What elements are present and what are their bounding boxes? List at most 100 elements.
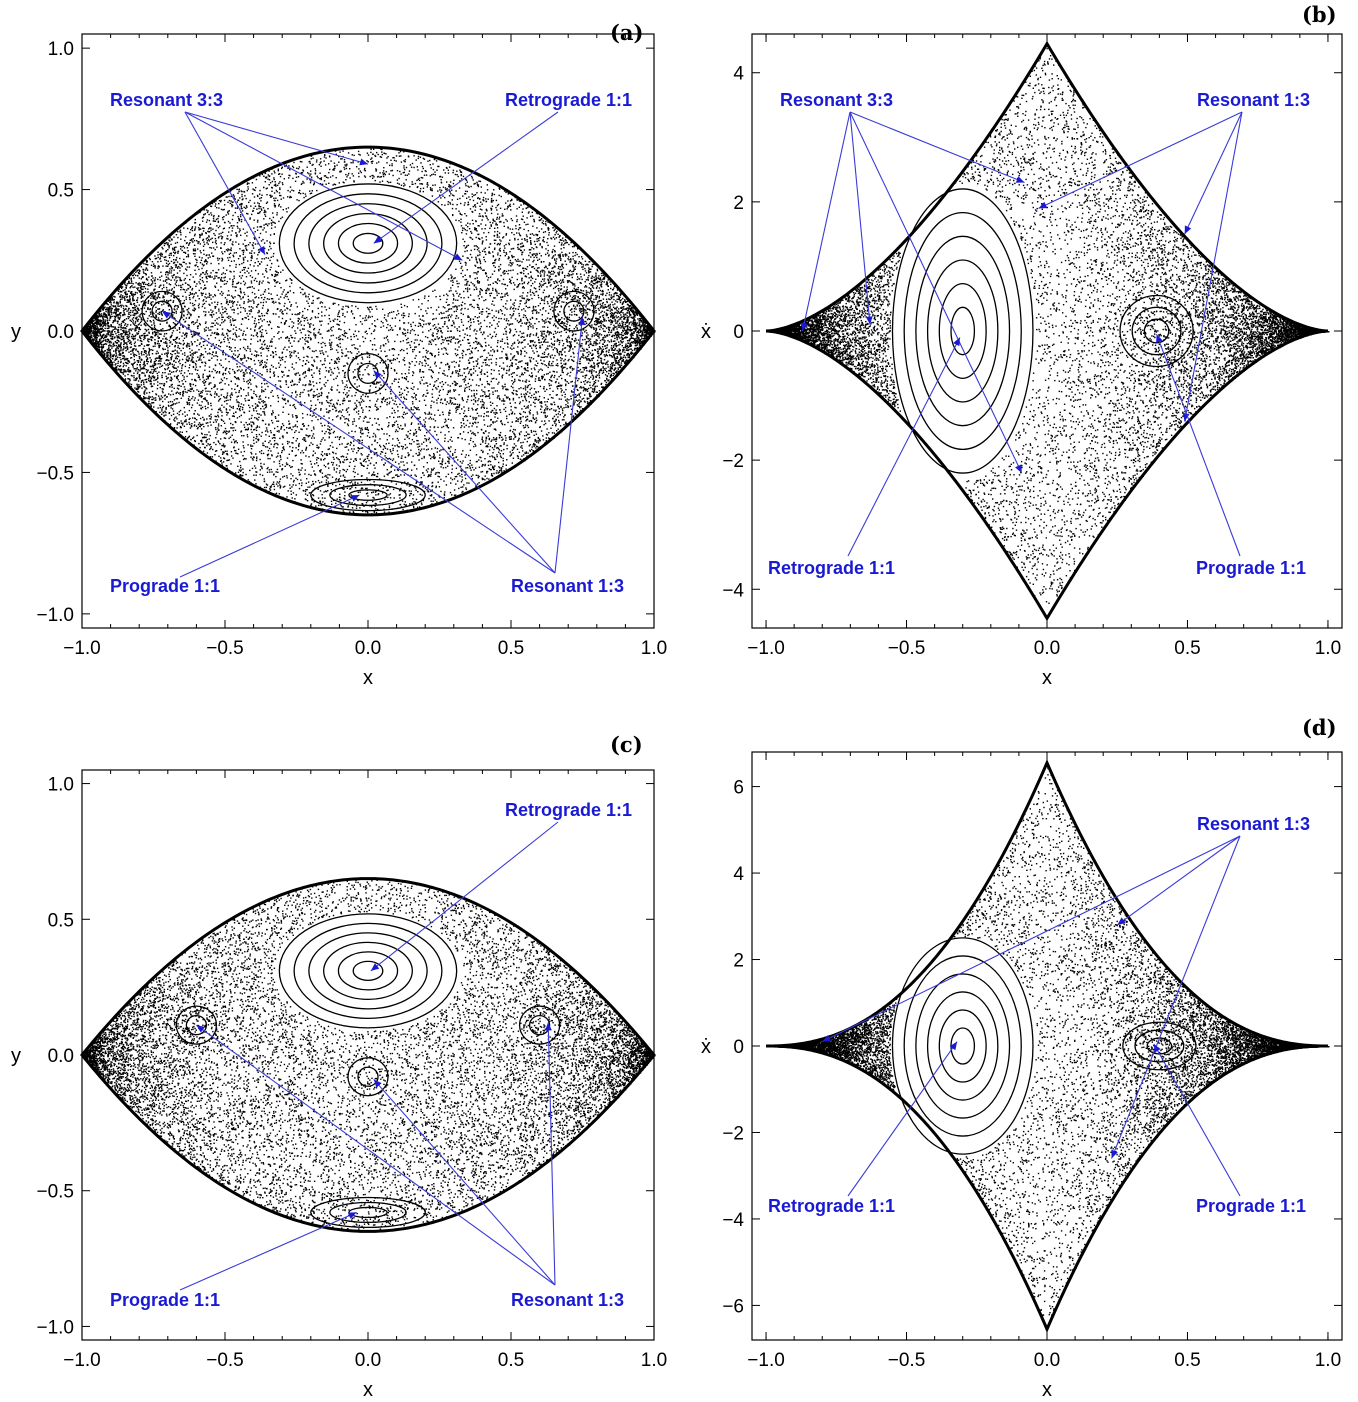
invariant-curve <box>337 951 399 991</box>
y-tick-label: −4 <box>722 1210 744 1231</box>
invariant-curve <box>348 489 388 501</box>
panel-label: (a) <box>610 20 643 45</box>
annotation-arrow <box>184 111 369 165</box>
arrow-head <box>453 253 463 261</box>
tick-marks <box>752 34 1342 628</box>
y-tick-label: 0.0 <box>48 322 74 343</box>
annotation-resonant-1-3: Resonant 1:3 <box>196 1022 624 1310</box>
y-tick-label: 2 <box>733 951 744 972</box>
invariant-curve <box>329 484 407 507</box>
annotation-arrow <box>821 835 1241 1043</box>
x-tick-label: −1.0 <box>747 1350 785 1371</box>
annotation-arrow <box>184 111 463 261</box>
invariant-curve <box>903 955 1022 1137</box>
invariant-curve <box>329 1201 407 1224</box>
annotation-arrow <box>1184 111 1243 235</box>
annotation-arrow <box>179 1211 357 1291</box>
annotation-label: Resonant 1:3 <box>511 1290 624 1310</box>
tick-marks <box>752 752 1342 1340</box>
annotation-retrograde-1-1: Retrograde 1:1 <box>370 800 632 972</box>
annotation-label: Retrograde 1:1 <box>505 90 632 110</box>
arrow-head <box>1117 917 1126 925</box>
arrow-head <box>1153 1043 1161 1053</box>
island-resonant-1-3 <box>553 290 595 332</box>
x-axis-label: x <box>1042 667 1052 689</box>
arrow-head <box>350 495 360 502</box>
annotation-label: Resonant 3:3 <box>110 90 223 110</box>
annotation-prograde-1-1: Prograde 1:1 <box>110 494 360 596</box>
annotation-arrow <box>1111 835 1241 1159</box>
boundary-curve <box>80 145 656 517</box>
annotation-resonant-3-3: Resonant 3:3 <box>780 90 1025 474</box>
island-resonant-1-3 <box>141 290 183 332</box>
island-resonant-1-3 <box>347 1057 389 1097</box>
x-tick-label: 0.0 <box>355 1350 381 1371</box>
annotation-resonant-1-3: Resonant 1:3 <box>161 310 624 596</box>
arrow-head <box>1182 412 1190 422</box>
chaotic-sea-points <box>766 765 1330 1322</box>
arrow-head <box>359 158 368 166</box>
y-tick-label: −0.5 <box>36 1182 74 1203</box>
island-retrograde-1-1 <box>891 937 1034 1155</box>
annotation-label: Retrograde 1:1 <box>505 800 632 820</box>
island-retrograde-1-1 <box>278 913 458 1029</box>
arrow-head <box>370 963 380 971</box>
panel-a: −1.0 −0.5 0.0 0.5 1.0 −1.0 −0.5 0.0 0.5 1.0 x y (a) R… <box>11 20 667 689</box>
island-resonant-1-3 <box>518 1005 561 1045</box>
annotation-arrow <box>1184 111 1243 422</box>
annotation-retrograde-1-1: Retrograde 1:1 <box>373 90 632 244</box>
island-resonant-1-3 <box>175 1005 218 1045</box>
annotation-label: Resonant 3:3 <box>780 90 893 110</box>
plot-frame <box>751 33 1343 629</box>
plot-frame <box>81 33 655 629</box>
invariant-curve <box>278 913 458 1029</box>
x-tick-label: −1.0 <box>747 638 785 659</box>
chaotic-sea-points <box>82 147 656 516</box>
invariant-curve <box>1119 294 1194 368</box>
chaotic-sea-points <box>82 879 656 1233</box>
invariant-curve <box>563 300 585 322</box>
y-tick-label: −4 <box>722 580 744 601</box>
invariant-curve <box>950 306 976 356</box>
x-tick-label: 0.5 <box>498 638 524 659</box>
y-axis-label: y <box>11 1045 21 1067</box>
annotation-arrow <box>370 821 559 972</box>
arrow-head <box>949 1041 958 1051</box>
invariant-curve <box>293 193 443 294</box>
annotation-arrow <box>196 1024 556 1286</box>
chaotic-sea-points <box>766 47 1330 607</box>
annotation-arrow <box>554 316 584 574</box>
arrow-head <box>373 1079 382 1088</box>
invariant-curve <box>915 235 1011 427</box>
x-axis-label: x <box>1042 1379 1052 1401</box>
annotation-resonant-3-3: Resonant 3:3 <box>110 90 463 261</box>
y-tick-label: 1.0 <box>48 775 74 796</box>
annotation-resonant-1-3: Resonant 1:3 <box>1038 90 1310 422</box>
invariant-curve <box>175 1005 218 1045</box>
invariant-curve <box>347 1057 389 1097</box>
x-tick-label: 1.0 <box>641 1350 667 1371</box>
annotation-prograde-1-1: Prograde 1:1 <box>110 1211 357 1310</box>
annotation-arrow <box>802 111 851 332</box>
panel-label: (c) <box>610 732 643 757</box>
panel-b: −1.0 −0.5 0.0 0.5 1.0 −4 −2 0 2 4 x ẋ (b) Resonant 3:… <box>701 2 1343 689</box>
invariant-curve <box>1134 1029 1185 1063</box>
island-retrograde-1-1 <box>278 183 458 304</box>
y-axis-label: ẋ <box>701 1036 711 1058</box>
invariant-curve <box>185 1014 208 1036</box>
invariant-curve <box>348 1206 388 1219</box>
annotation-label: Resonant 1:3 <box>1197 90 1310 110</box>
arrow-head <box>258 245 266 255</box>
invariant-curve <box>357 1066 379 1087</box>
arrow-head <box>1156 334 1163 343</box>
arrow-head <box>1184 225 1192 235</box>
invariant-curve <box>1146 1037 1173 1055</box>
annotation-arrow <box>847 1041 958 1197</box>
y-tick-label: 1.0 <box>48 39 74 60</box>
annotation-arrow <box>847 337 961 557</box>
y-axis-label: ẋ <box>701 321 711 343</box>
arrow-head <box>1111 1149 1118 1159</box>
invariant-curve <box>293 922 443 1020</box>
arrow-head <box>1038 201 1048 209</box>
